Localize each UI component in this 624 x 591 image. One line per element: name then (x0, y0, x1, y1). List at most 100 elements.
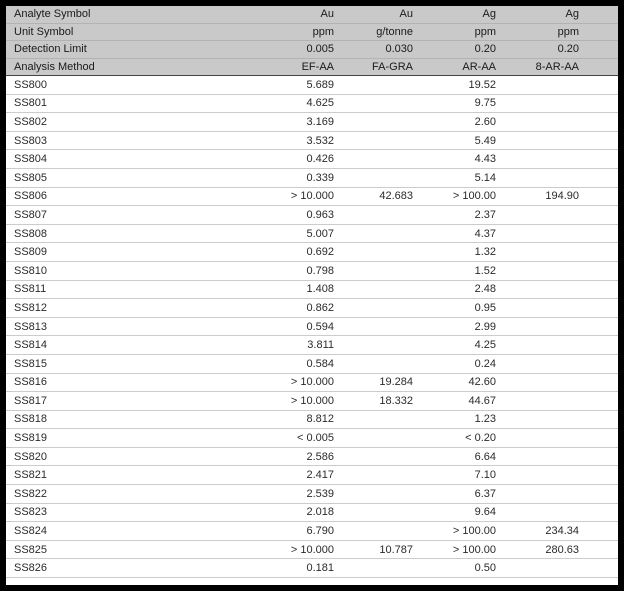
table-row: SS803 3.532 5.49 (6, 131, 618, 151)
value-cell (499, 428, 582, 448)
value-cell: 234.34 (499, 521, 582, 541)
value-cell: 3.532 (252, 131, 337, 151)
value-cell: > 100.00 (416, 521, 499, 541)
header-label: Detection Limit (6, 40, 252, 59)
header-value: Au (252, 6, 337, 24)
value-cell (337, 205, 416, 225)
value-cell: 8.812 (252, 410, 337, 430)
value-cell (499, 242, 582, 262)
spacer-cell (582, 280, 618, 300)
value-cell (337, 354, 416, 374)
value-cell: 2.586 (252, 447, 337, 467)
value-cell: 42.60 (416, 373, 499, 393)
value-cell (337, 280, 416, 300)
spacer-cell (582, 484, 618, 504)
header-value: ppm (499, 23, 582, 41)
value-cell: 5.49 (416, 131, 499, 151)
value-cell (499, 261, 582, 281)
spacer-cell (582, 261, 618, 281)
table-row: SS817 > 10.000 18.332 44.67 (6, 391, 618, 411)
value-cell: 0.798 (252, 261, 337, 281)
value-cell: 0.862 (252, 298, 337, 318)
value-cell: 194.90 (499, 187, 582, 207)
value-cell (337, 521, 416, 541)
value-cell: 6.790 (252, 521, 337, 541)
sample-id: SS808 (6, 224, 252, 244)
value-cell (337, 75, 416, 95)
table-row: SS819 < 0.005 < 0.20 (6, 428, 618, 448)
value-cell: > 100.00 (416, 540, 499, 560)
spacer-cell (582, 40, 618, 59)
header-label: Analysis Method (6, 58, 252, 76)
spacer-cell (582, 112, 618, 132)
header-row-analyte-symbol: Analyte Symbol Au Au Ag Ag (6, 6, 618, 24)
header-value: 0.030 (337, 40, 416, 59)
value-cell: 2.60 (416, 112, 499, 132)
spacer-cell (582, 558, 618, 579)
value-cell (337, 410, 416, 430)
header-value: FA-GRA (337, 58, 416, 76)
header-value: Ag (499, 6, 582, 24)
value-cell (499, 298, 582, 318)
table-row: SS809 0.692 1.32 (6, 242, 618, 262)
spacer-cell (582, 58, 618, 76)
value-cell (499, 503, 582, 523)
value-cell (337, 484, 416, 504)
spacer-cell (582, 521, 618, 541)
value-cell: > 10.000 (252, 391, 337, 411)
spacer-cell (582, 335, 618, 355)
value-cell (499, 484, 582, 504)
value-cell (499, 391, 582, 411)
table-row: SS821 2.417 7.10 (6, 465, 618, 486)
table-row: SS811 1.408 2.48 (6, 280, 618, 300)
table-row: SS824 6.790 > 100.00 234.34 (6, 521, 618, 541)
sample-id: SS820 (6, 447, 252, 467)
spacer-cell (582, 168, 618, 188)
value-cell: 4.625 (252, 94, 337, 114)
value-cell (499, 410, 582, 430)
assay-results-table: Analyte Symbol Au Au Ag Ag Unit Symbol p… (6, 6, 618, 579)
sample-id: SS822 (6, 484, 252, 504)
header-value: ppm (252, 23, 337, 41)
value-cell (499, 317, 582, 337)
value-cell (499, 75, 582, 95)
sample-id: SS825 (6, 540, 252, 560)
sample-id: SS802 (6, 112, 252, 132)
spacer-cell (582, 94, 618, 114)
value-cell (499, 354, 582, 374)
value-cell (337, 317, 416, 337)
sample-id: SS800 (6, 75, 252, 95)
value-cell: 4.37 (416, 224, 499, 244)
header-row-detection-limit: Detection Limit 0.005 0.030 0.20 0.20 (6, 40, 618, 59)
table-row: SS806 > 10.000 42.683 > 100.00 194.90 (6, 187, 618, 207)
value-cell: 1.32 (416, 242, 499, 262)
value-cell: 1.52 (416, 261, 499, 281)
sample-id: SS824 (6, 521, 252, 541)
header-value: EF-AA (252, 58, 337, 76)
value-cell (337, 94, 416, 114)
table-row: SS816 > 10.000 19.284 42.60 (6, 373, 618, 393)
value-cell: 0.50 (416, 558, 499, 579)
value-cell: < 0.005 (252, 428, 337, 448)
sample-id: SS817 (6, 391, 252, 411)
value-cell: 19.52 (416, 75, 499, 95)
table-row: SS800 5.689 19.52 (6, 75, 618, 95)
value-cell: 0.584 (252, 354, 337, 374)
table-row: SS820 2.586 6.64 (6, 447, 618, 467)
table-row: SS818 8.812 1.23 (6, 410, 618, 430)
value-cell (499, 149, 582, 169)
sample-id: SS807 (6, 205, 252, 225)
value-cell: 4.25 (416, 335, 499, 355)
table-row: SS826 0.181 0.50 (6, 558, 618, 579)
table-body: SS800 5.689 19.52 SS801 4.625 9.75 SS802… (6, 75, 618, 579)
value-cell (337, 503, 416, 523)
spacer-cell (582, 391, 618, 411)
table-row: SS822 2.539 6.37 (6, 484, 618, 504)
value-cell (337, 242, 416, 262)
spacer-cell (582, 410, 618, 430)
sample-id: SS801 (6, 94, 252, 114)
table-row: SS807 0.963 2.37 (6, 205, 618, 225)
value-cell (337, 261, 416, 281)
value-cell: 2.539 (252, 484, 337, 504)
value-cell: 1.23 (416, 410, 499, 430)
